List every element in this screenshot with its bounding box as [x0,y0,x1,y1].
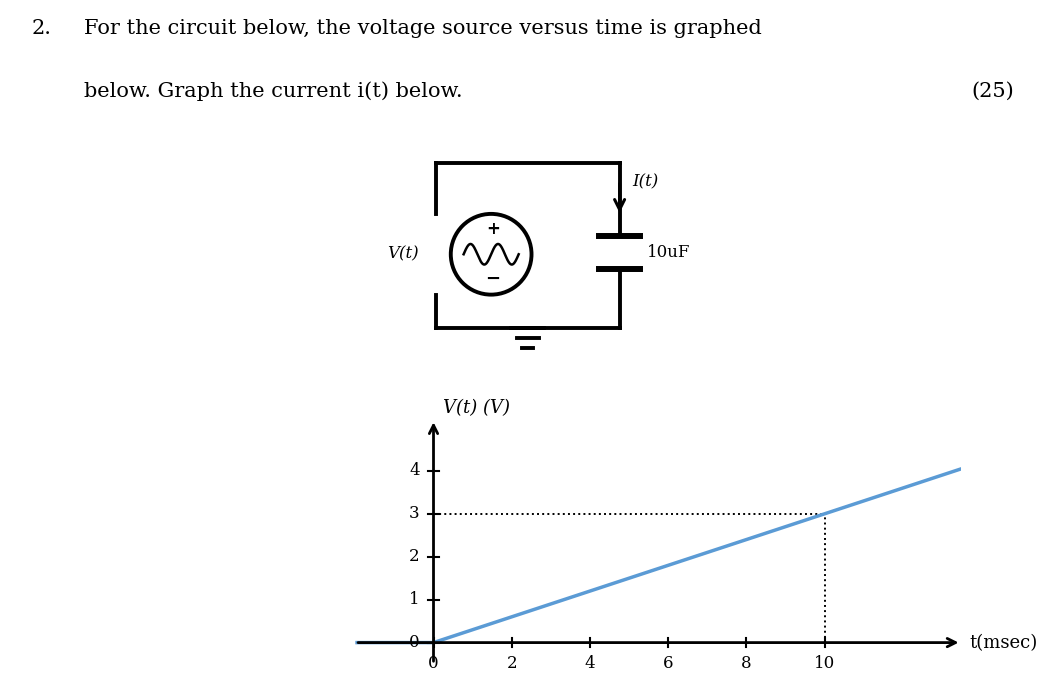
Text: 2.: 2. [31,19,51,38]
Text: 0: 0 [410,634,420,651]
Text: (25): (25) [972,82,1015,101]
Text: 4: 4 [410,463,420,480]
Text: V(t) (V): V(t) (V) [443,399,510,417]
Text: 10: 10 [814,656,835,672]
Text: 4: 4 [584,656,596,672]
Text: 2: 2 [507,656,517,672]
Text: For the circuit below, the voltage source versus time is graphed: For the circuit below, the voltage sourc… [84,19,762,38]
Text: 1: 1 [410,591,420,608]
Text: −: − [486,271,501,288]
Text: below. Graph the current i(t) below.: below. Graph the current i(t) below. [84,82,462,101]
Text: 10uF: 10uF [647,244,691,261]
Text: V(t): V(t) [388,246,419,263]
Text: 8: 8 [741,656,751,672]
Text: I(t): I(t) [632,173,658,191]
Text: 2: 2 [410,548,420,565]
Text: 6: 6 [663,656,673,672]
Text: +: + [486,219,500,238]
Text: t(msec): t(msec) [969,633,1038,651]
Text: 0: 0 [428,656,439,672]
Text: 3: 3 [410,505,420,522]
